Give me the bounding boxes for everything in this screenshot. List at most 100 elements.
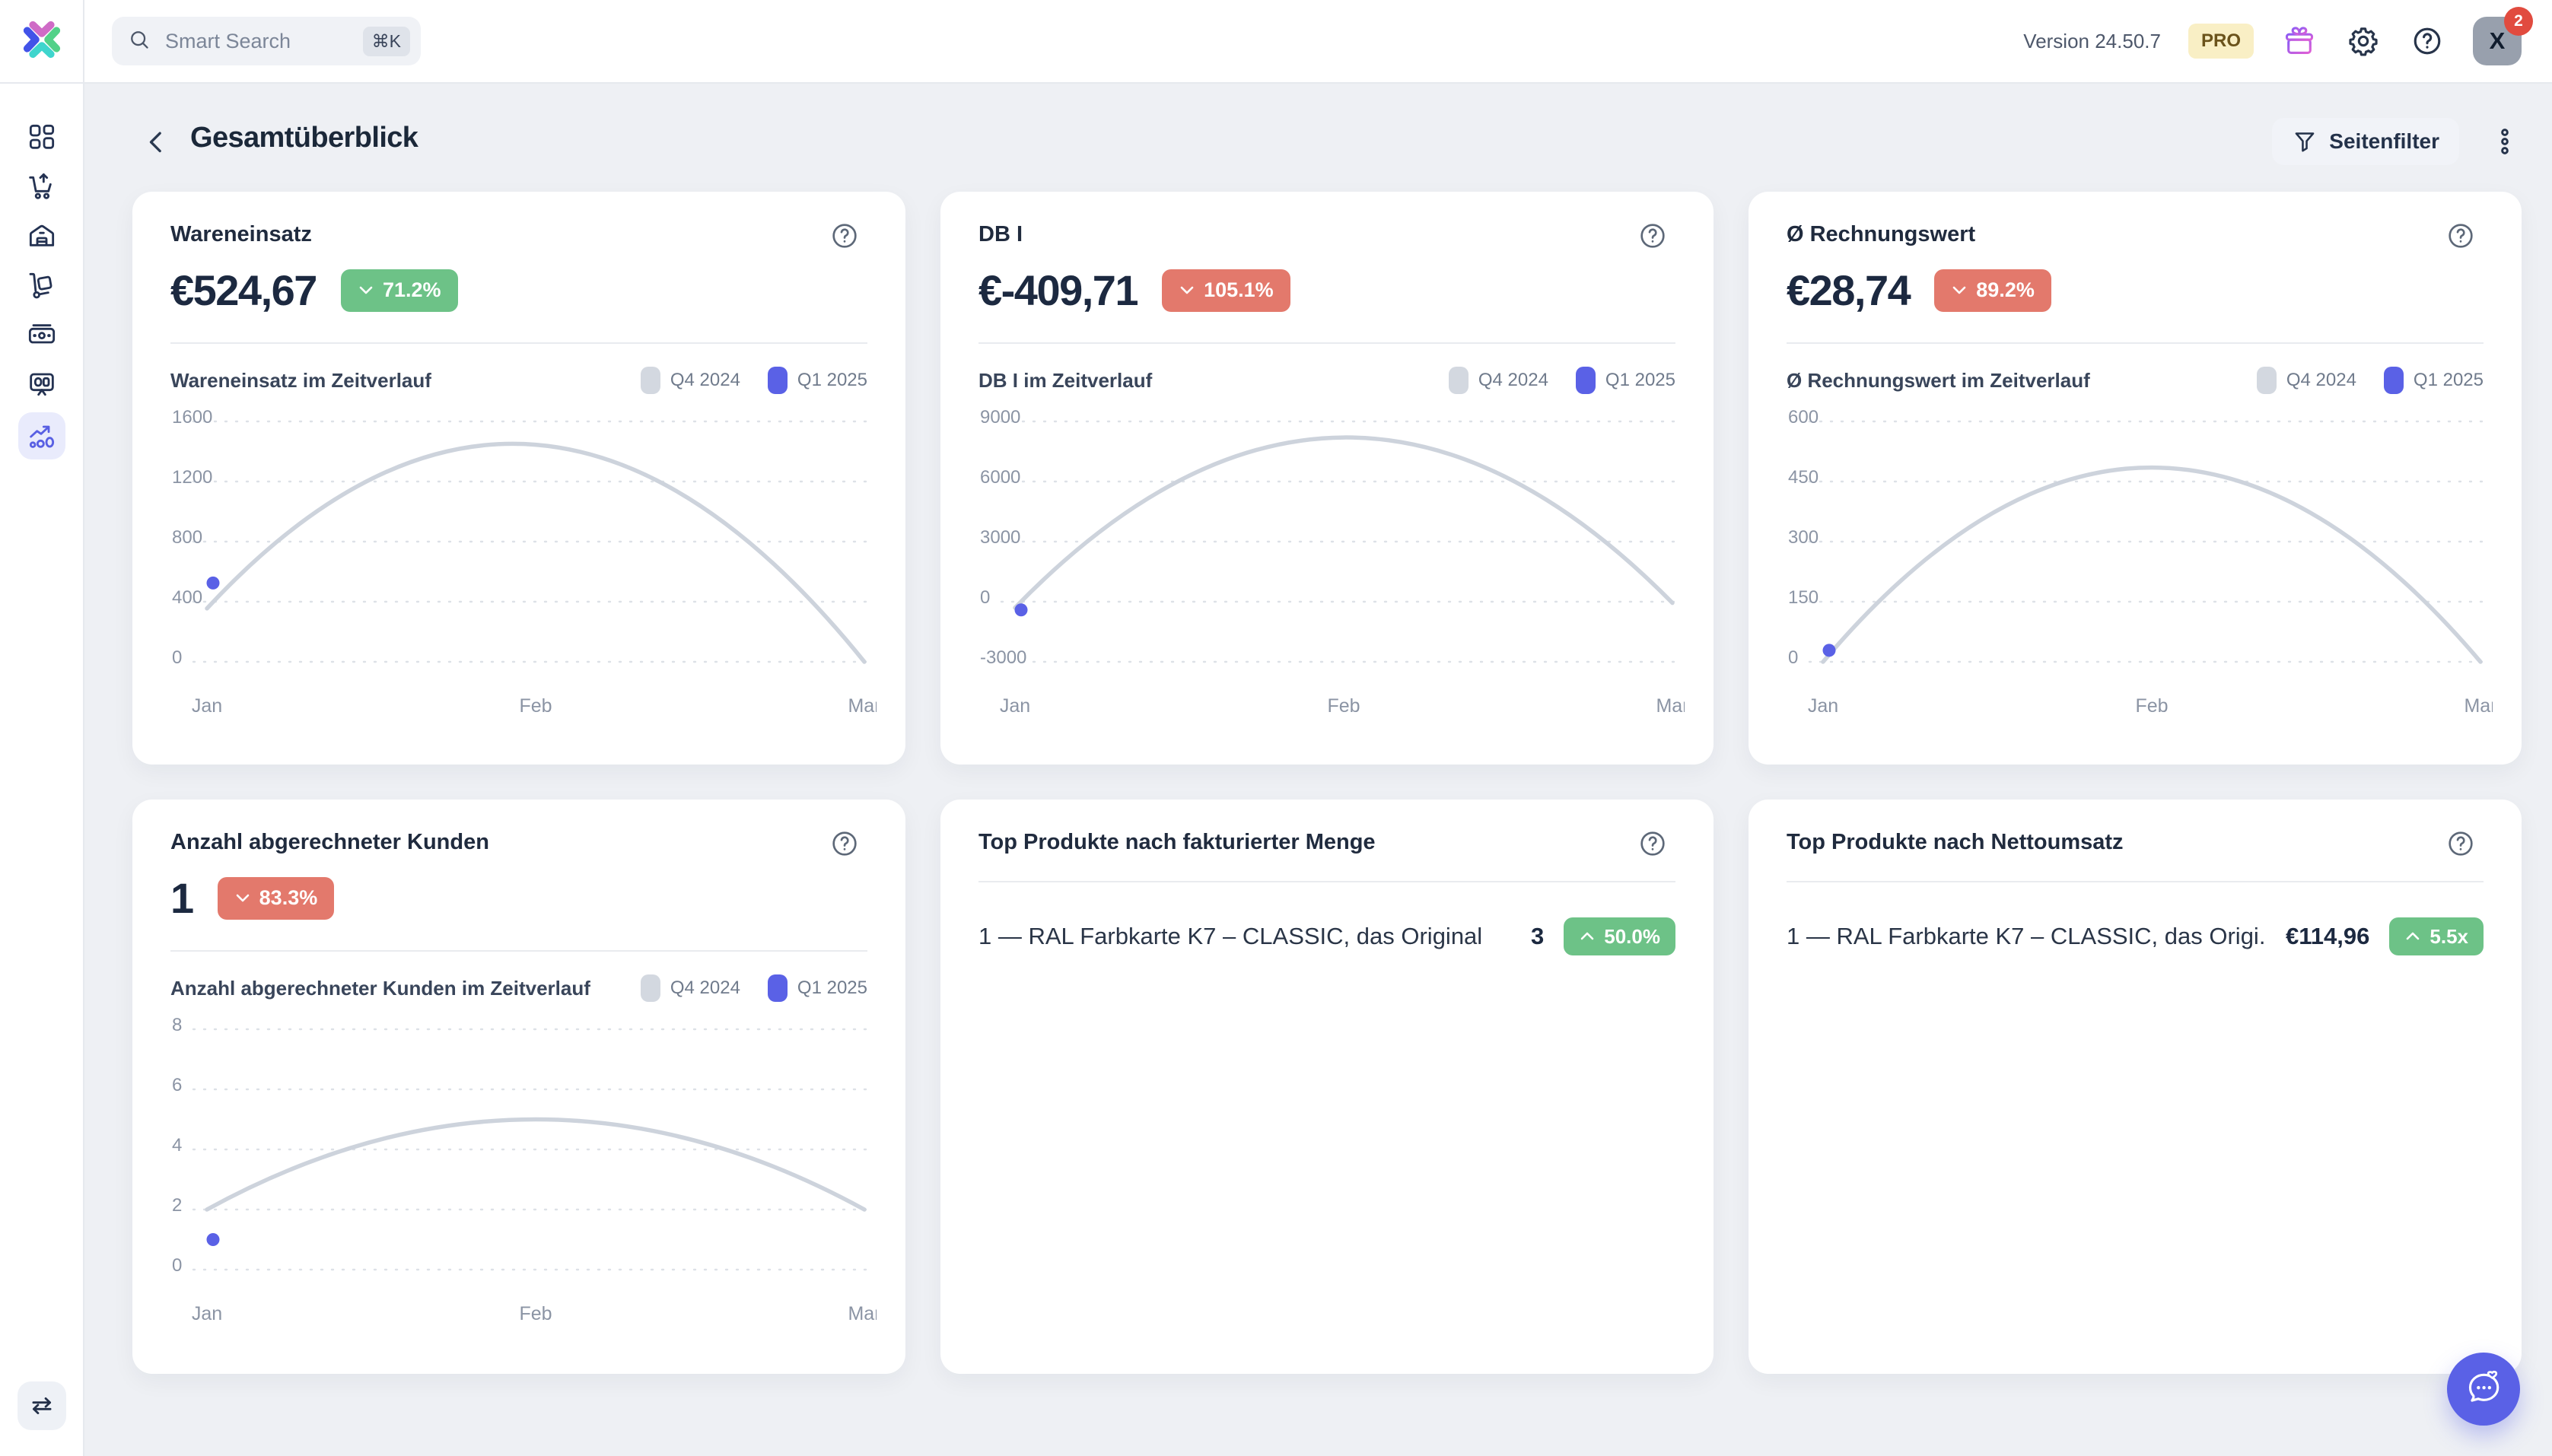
- trend-badge: 50.0%: [1564, 917, 1675, 955]
- y-tick-label: 6: [172, 1075, 182, 1095]
- card-2: Ø Rechnungswert €28,74 89.2% Ø Rechnungswer…: [1749, 192, 2522, 765]
- help-icon: [1640, 831, 1665, 856]
- card-help-button[interactable]: [1636, 219, 1669, 253]
- x-tick-label: Jan: [192, 695, 222, 717]
- page-menu-button[interactable]: [2485, 122, 2525, 161]
- divider: [978, 342, 1675, 344]
- legend-item-q4-2024[interactable]: Q4 2024: [1448, 367, 1548, 394]
- y-tick-label: 0: [172, 1255, 182, 1276]
- y-tick-label: 600: [1788, 407, 1819, 428]
- chart-title: Ø Rechnungswert im Zeitverlauf: [1787, 368, 2090, 392]
- card-title: DB I: [978, 222, 1023, 246]
- legend-item-q4-2024[interactable]: Q4 2024: [640, 974, 740, 1002]
- page-filter-label: Seitenfilter: [2329, 129, 2439, 153]
- gift-button[interactable]: [2281, 23, 2318, 59]
- sidebar-item-cart-up[interactable]: [18, 165, 65, 208]
- sidebar-swap-button[interactable]: [17, 1381, 66, 1430]
- help-icon: [832, 224, 857, 248]
- divider: [1787, 342, 2484, 344]
- search-shortcut-chip: ⌘K: [362, 26, 410, 56]
- legend-chip: [767, 974, 788, 1002]
- product-row[interactable]: 1 — RAL Farbkarte K7 – CLASSIC, das Orig…: [978, 917, 1675, 955]
- avatar-initial: X: [2489, 27, 2506, 54]
- q1-2025-point: [206, 1233, 220, 1246]
- y-tick-label: 8: [172, 1015, 182, 1035]
- divider: [978, 881, 1675, 882]
- chevron-up-icon: [2407, 932, 2420, 939]
- app-logo-icon: [19, 17, 65, 66]
- legend-item-q1-2025[interactable]: Q1 2025: [767, 367, 867, 394]
- q4-2024-curve: [1013, 435, 1675, 610]
- legend-item-q1-2025[interactable]: Q1 2025: [2383, 367, 2484, 394]
- y-tick-label: 1200: [172, 467, 212, 488]
- x-tick-label: Mar: [848, 1303, 877, 1324]
- sidebar: [0, 84, 84, 1456]
- chevron-left-icon: [149, 132, 161, 153]
- y-tick-label: 150: [1788, 587, 1819, 608]
- chat-heart-icon: [2468, 1370, 2499, 1402]
- card-help-button[interactable]: [828, 219, 861, 253]
- chart-title: Anzahl abgerechneter Kunden im Zeitverla…: [170, 976, 590, 1000]
- y-tick-label: 4: [172, 1135, 182, 1156]
- card-0: Wareneinsatz €524,67 71.2% Wareneinsatz im …: [132, 192, 905, 765]
- cards-grid: Wareneinsatz €524,67 71.2% Wareneinsatz im …: [132, 192, 2522, 1374]
- feedback-chat-button[interactable]: [2447, 1353, 2520, 1426]
- funnel-icon: [2295, 132, 2315, 152]
- chevron-down-icon: [1180, 286, 1194, 294]
- product-value: 3: [1531, 923, 1545, 949]
- help-button[interactable]: [2409, 23, 2445, 59]
- y-tick-label: 1600: [172, 407, 212, 428]
- sidebar-item-hand-truck[interactable]: [18, 264, 65, 307]
- chevron-down-icon: [236, 894, 249, 902]
- trend-badge-label: 5.5x: [2429, 924, 2468, 948]
- x-tick-label: Jan: [1000, 695, 1030, 717]
- y-tick-label: 0: [980, 587, 990, 608]
- product-row[interactable]: 1 — RAL Farbkarte K7 – CLASSIC, das Orig…: [1787, 917, 2484, 955]
- chevron-up-icon: [1580, 932, 1594, 939]
- card-help-button[interactable]: [2444, 219, 2477, 253]
- search-input[interactable]: Smart Search ⌘K: [112, 17, 421, 65]
- legend-item-q1-2025[interactable]: Q1 2025: [767, 974, 867, 1002]
- sidebar-item-presentation[interactable]: [18, 363, 65, 405]
- card-help-button[interactable]: [828, 827, 861, 860]
- sidebar-item-dashboard[interactable]: [18, 116, 65, 158]
- divider: [170, 950, 867, 952]
- product-value: €114,96: [2286, 923, 2370, 949]
- sidebar-item-banknote[interactable]: [18, 313, 65, 356]
- settings-button[interactable]: [2345, 23, 2382, 59]
- chart-title: Wareneinsatz im Zeitverlauf: [170, 368, 431, 392]
- legend-chip: [1448, 367, 1469, 394]
- back-button[interactable]: [138, 123, 175, 160]
- y-tick-label: 2: [172, 1195, 182, 1216]
- banknote-icon: [28, 324, 55, 344]
- sidebar-item-warehouse[interactable]: [18, 215, 65, 257]
- trend-badge: 105.1%: [1162, 269, 1290, 312]
- card-title: Wareneinsatz: [170, 222, 312, 246]
- q1-2025-point: [1014, 603, 1028, 617]
- chart-title: DB I im Zeitverlauf: [978, 368, 1153, 392]
- avatar[interactable]: X 2: [2473, 7, 2533, 65]
- x-tick-label: Feb: [2135, 695, 2168, 717]
- y-tick-label: 400: [172, 587, 202, 608]
- card-1: DB I €-409,71 105.1% DB I im Zeitverlauf Q4 …: [940, 192, 1714, 765]
- help-icon: [2449, 224, 2473, 248]
- product-label: 1 — RAL Farbkarte K7 – CLASSIC, das Orig…: [1787, 923, 2267, 949]
- kpi-value: €524,67: [170, 266, 317, 314]
- card-3: Anzahl abgerechneter Kunden 1 83.3% Anzahl …: [132, 800, 905, 1374]
- card-help-button[interactable]: [2444, 827, 2477, 860]
- trend-badge-label: 71.2%: [382, 278, 441, 301]
- trend-badge: 5.5x: [2389, 917, 2484, 955]
- legend-item-q1-2025[interactable]: Q1 2025: [1575, 367, 1675, 394]
- card-help-button[interactable]: [1636, 827, 1669, 860]
- legend-item-q4-2024[interactable]: Q4 2024: [640, 367, 740, 394]
- legend-item-q4-2024[interactable]: Q4 2024: [2256, 367, 2356, 394]
- legend-chip: [640, 974, 660, 1002]
- sidebar-item-analytics[interactable]: [18, 412, 65, 459]
- trend-badge: 83.3%: [217, 876, 335, 920]
- page-filter-button[interactable]: Seitenfilter: [2272, 118, 2459, 165]
- x-tick-label: Feb: [1327, 695, 1360, 717]
- gear-icon: [2349, 27, 2378, 56]
- line-chart: 9000 6000 3000 0 -3000 Jan Feb Mar: [980, 407, 1689, 717]
- y-tick-label: 0: [1788, 647, 1798, 668]
- help-icon: [2449, 831, 2473, 856]
